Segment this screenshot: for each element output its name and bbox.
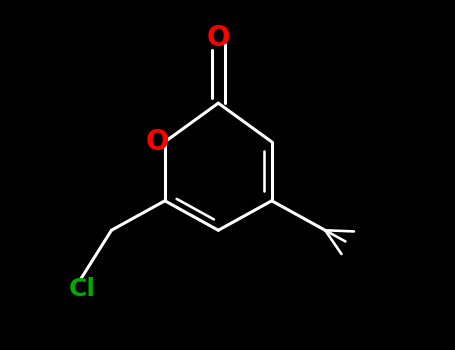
Text: Cl: Cl: [68, 277, 96, 301]
Text: O: O: [146, 128, 169, 156]
Text: O: O: [207, 23, 230, 51]
